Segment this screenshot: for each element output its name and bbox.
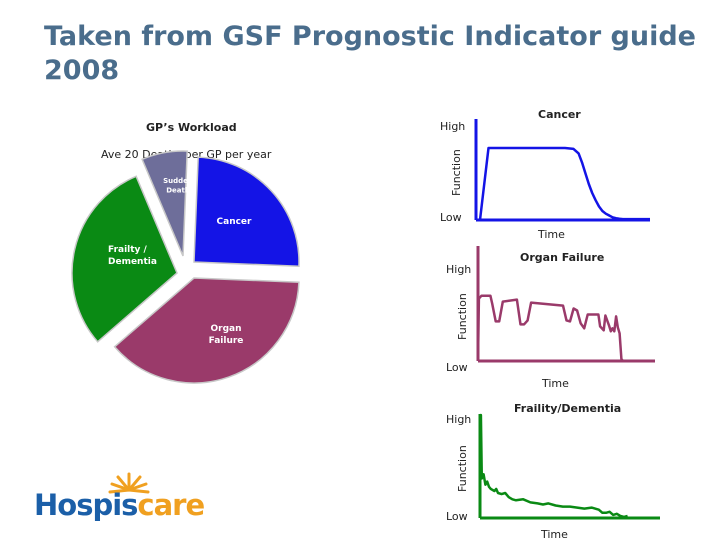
organ-chart-title: Organ Failure bbox=[520, 251, 605, 264]
page-title: Taken from GSF Prognostic Indicator guid… bbox=[44, 21, 696, 86]
organ-xlabel: Time bbox=[542, 377, 569, 390]
pie-slice-sudden-death-label: Sudden Death bbox=[163, 177, 193, 194]
pie-slice-frailty-dementia bbox=[71, 175, 178, 343]
pie-slice-cancer bbox=[193, 156, 300, 267]
cancer-ytick-low: Low bbox=[440, 211, 462, 224]
cancer-ytick-high: High bbox=[440, 120, 466, 133]
frailty-ylabel: Function bbox=[456, 445, 469, 492]
pie-slice-sudden-death bbox=[141, 150, 188, 257]
logo-text-hospis: Hospis bbox=[34, 488, 138, 522]
frailty-ytick-high: High bbox=[446, 413, 472, 426]
frailty-xlabel: Time bbox=[541, 528, 568, 541]
sun-icon bbox=[108, 472, 150, 494]
pie-slice-frailty-dementia-label: Frailty / Dementia bbox=[108, 245, 157, 267]
organ-ytick-high: High bbox=[446, 263, 472, 276]
frailty-ytick-low: Low bbox=[446, 510, 468, 523]
pie-slice-organ-failure-label: Organ Failure bbox=[209, 324, 244, 346]
hospiscare-logo: Hospiscare bbox=[34, 468, 205, 530]
pie-slice-organ-failure bbox=[113, 277, 300, 384]
logo-text-care: care bbox=[137, 488, 205, 522]
cancer-function-line bbox=[478, 146, 650, 221]
frailty-function-line bbox=[478, 413, 628, 519]
organ-ylabel: Function bbox=[456, 293, 469, 340]
cancer-ylabel: Function bbox=[450, 149, 463, 196]
organ-function-line bbox=[476, 294, 625, 362]
cancer-chart-title: Cancer bbox=[538, 108, 581, 121]
cancer-xlabel: Time bbox=[538, 228, 565, 241]
frailty-chart-title: Fraility/Dementia bbox=[514, 402, 622, 415]
pie-title: GP’s Workload bbox=[146, 121, 237, 134]
organ-ytick-low: Low bbox=[446, 361, 468, 374]
pie-slice-cancer-label: Cancer bbox=[217, 217, 253, 227]
